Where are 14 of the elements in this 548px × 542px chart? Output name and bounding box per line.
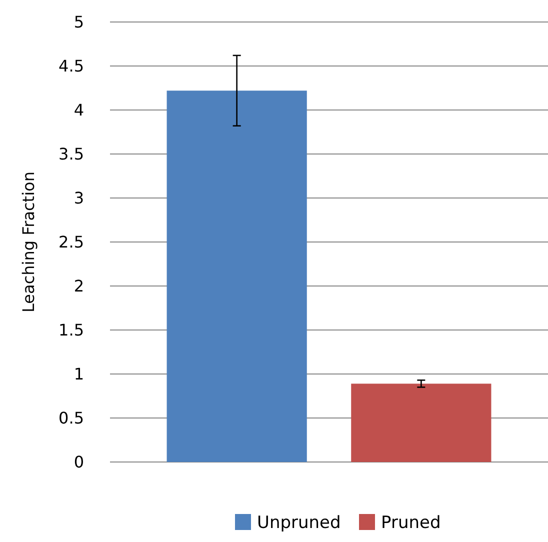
- y-tick-label: 4.5: [58, 56, 84, 76]
- y-tick-label: 2.5: [58, 232, 84, 252]
- legend-label: Unpruned: [257, 512, 341, 533]
- y-tick-label: 1.5: [58, 320, 84, 340]
- y-tick-label: 0: [74, 452, 84, 472]
- y-tick-label: 1: [74, 364, 84, 384]
- legend-label: Pruned: [381, 512, 441, 533]
- y-tick-label: 5: [74, 12, 84, 32]
- y-axis-title: Leaching Fraction: [19, 172, 38, 312]
- y-tick-label: 3.5: [58, 144, 84, 164]
- y-tick-label: 0.5: [58, 408, 84, 428]
- y-tick-label: 2: [74, 276, 84, 296]
- y-tick-label: 4: [74, 100, 84, 120]
- y-tick-label: 3: [74, 188, 84, 208]
